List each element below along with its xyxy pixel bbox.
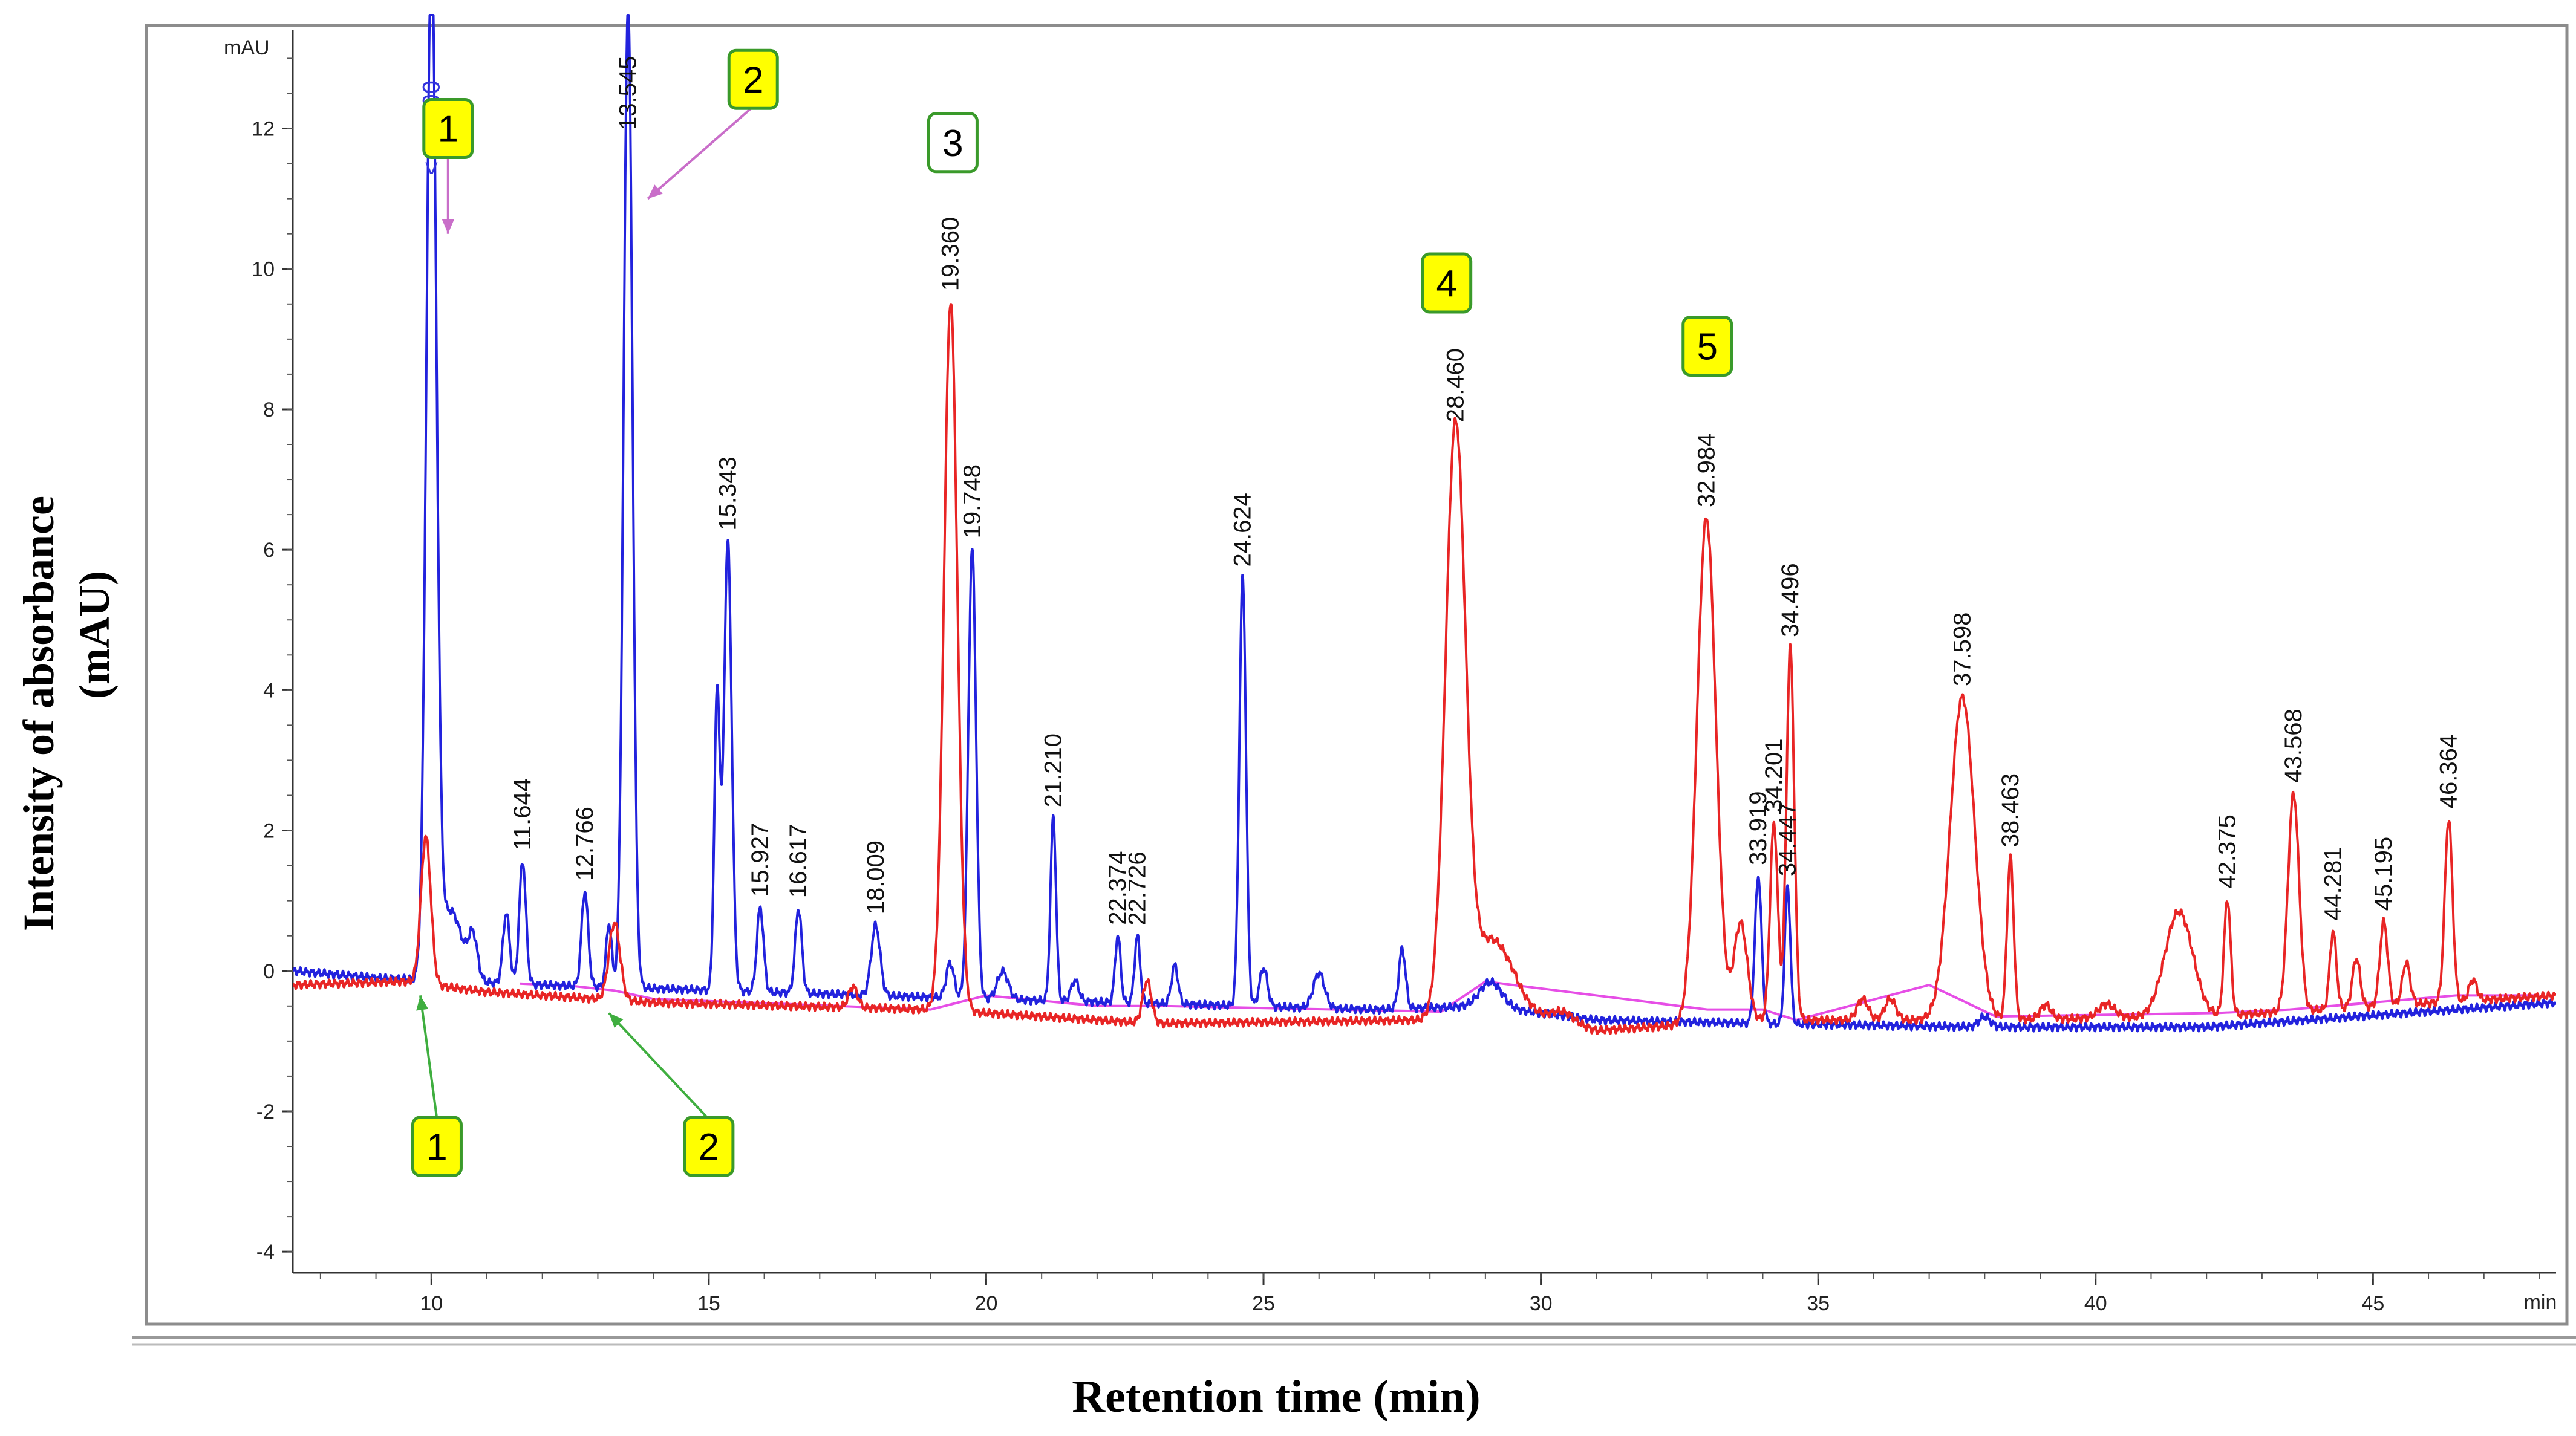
y-axis-title-line-1: Intensity of absorbance: [15, 496, 63, 931]
chart-frame: [145, 24, 2569, 1326]
annotation-label: 3: [942, 123, 963, 164]
annotation-box: [1421, 252, 1473, 314]
peak-label: 46.364: [2435, 735, 2462, 808]
peak-label: 22.726: [1124, 851, 1151, 925]
annotation-arrow-line: [608, 1012, 710, 1120]
peak-label: 34.496: [1777, 563, 1804, 637]
annotation-box: [927, 112, 979, 174]
peak-label: 44.281: [2320, 847, 2346, 921]
peak-label: 34.447: [1775, 802, 1801, 876]
annotation-label: 5: [1697, 326, 1718, 368]
y-axis-unit: mAU: [224, 36, 270, 59]
x-tick-label: 30: [1530, 1292, 1553, 1315]
annotation-box: [1681, 315, 1733, 377]
peak-label: 19.360: [937, 217, 964, 291]
annotation-arrow-line: [647, 105, 754, 200]
peak-label: 24.624: [1230, 493, 1256, 567]
peak-label: 11.644: [509, 778, 536, 850]
x-tick-label: 15: [697, 1292, 720, 1315]
annotation-arrow-line: [419, 995, 439, 1120]
annotation-label: 2: [699, 1126, 719, 1168]
y-tick-label: 2: [263, 820, 275, 843]
x-axis-unit: min: [2524, 1291, 2557, 1314]
y-tick-label: 10: [252, 258, 275, 281]
y-tick-label: 4: [263, 679, 275, 702]
y-tick-label: 12: [252, 118, 275, 141]
annotation-box: [422, 98, 474, 160]
peak-label: 43.568: [2280, 709, 2307, 782]
peak-label: 15.927: [747, 823, 774, 897]
annotation-box: [411, 1116, 463, 1177]
red-trace-line: [293, 303, 2556, 1035]
peak-label: 42.375: [2214, 814, 2241, 888]
x-axis-title: Retention time (min): [1072, 1371, 1480, 1422]
peak-label: 33.919: [1745, 791, 1772, 865]
y-tick-label: 6: [263, 539, 275, 562]
peak-label: 37.598: [1949, 612, 1976, 686]
x-tick-label: 20: [975, 1292, 998, 1315]
x-tick-label: 10: [420, 1292, 443, 1315]
blue-trace-line: [293, 14, 2556, 1033]
peak-label: 12.766: [572, 807, 598, 880]
y-tick-label: -4: [256, 1241, 275, 1264]
x-tick-label: 35: [1807, 1292, 1830, 1315]
annotation-box: [727, 48, 779, 110]
annotation-label: 2: [743, 59, 763, 101]
peak-label: 13.545: [615, 56, 641, 130]
peak-label: 19.748: [959, 464, 985, 538]
peak-label: 32.984: [1693, 434, 1720, 507]
annotation-label: 4: [1436, 263, 1456, 305]
x-tick-label: 25: [1252, 1292, 1275, 1315]
y-tick-label: -2: [256, 1100, 275, 1123]
y-tick-label: 0: [263, 960, 275, 983]
annotation-box: [683, 1116, 735, 1177]
annotation-arrow-head: [442, 219, 454, 234]
x-tick-label: 45: [2361, 1292, 2384, 1315]
peak-label: 38.463: [1997, 773, 2024, 847]
annotation-label: 1: [426, 1126, 447, 1168]
annotation-label: 1: [438, 109, 458, 151]
peak-label: 18.009: [862, 840, 889, 914]
peak-label: 15.343: [714, 456, 741, 530]
peak-label: 16.617: [785, 824, 812, 898]
peak-label: 21.210: [1040, 733, 1066, 807]
y-tick-label: 8: [263, 398, 275, 421]
annotation-arrow-head: [416, 995, 429, 1011]
peak-label: 28.460: [1442, 348, 1469, 422]
annotation-arrow-head: [608, 1013, 624, 1028]
y-axis-title-line-2: (mAU): [70, 571, 119, 699]
peak-label: 34.201: [1761, 739, 1787, 813]
peak-label: 22.374: [1104, 851, 1131, 924]
annotation-arrow-head: [647, 184, 663, 199]
peak-label: 45.195: [2370, 837, 2397, 911]
x-tick-label: 40: [2084, 1292, 2107, 1315]
